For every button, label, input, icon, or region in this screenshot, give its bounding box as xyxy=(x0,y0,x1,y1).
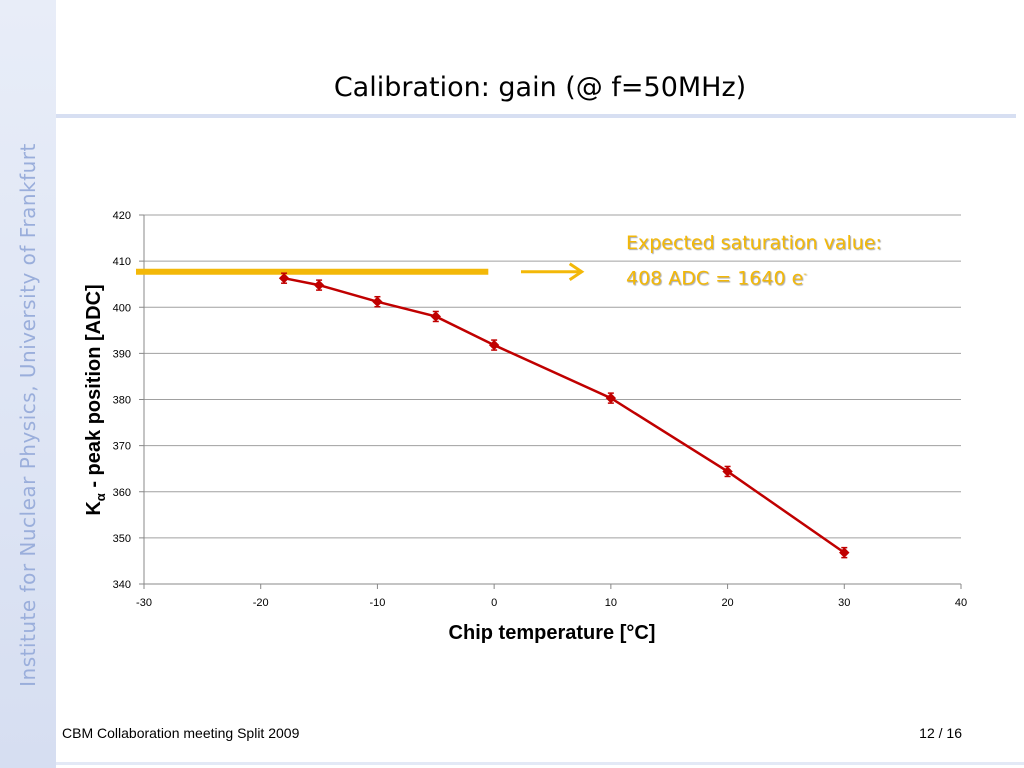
data-point xyxy=(605,392,617,404)
y-axis-label-main: K xyxy=(83,501,105,516)
y-axis-label: Kα - peak position [ADC] xyxy=(83,284,108,515)
data-point xyxy=(488,339,500,351)
x-tick-label: 30 xyxy=(838,597,850,609)
x-axis-label: Chip temperature [°C] xyxy=(449,622,656,644)
series-line xyxy=(283,276,845,554)
data-point xyxy=(722,466,733,477)
y-tick-label: 360 xyxy=(113,487,131,499)
arrow-head xyxy=(568,262,585,281)
y-tick-label: 400 xyxy=(113,302,131,314)
x-tick-label: -20 xyxy=(253,597,269,609)
bottom-divider xyxy=(56,762,1024,765)
data-series xyxy=(278,272,850,559)
left-decorative-band: Institute for Nuclear Physics, Universit… xyxy=(0,0,56,768)
y-tick-label: 350 xyxy=(113,533,131,545)
annotation-line-2: 408 ADC = 1640 e- xyxy=(626,259,882,294)
x-tick-label: 20 xyxy=(721,597,733,609)
slide-title: Calibration: gain (@ f=50MHz) xyxy=(333,72,747,103)
footer-page-number: 12 / 16 xyxy=(919,725,962,741)
x-tick-label: -30 xyxy=(136,597,152,609)
annotation-line-1: Expected saturation value: xyxy=(626,232,882,254)
chart-grid xyxy=(144,214,961,585)
saturation-reference xyxy=(136,262,585,281)
footer-meeting: CBM Collaboration meeting Split 2009 xyxy=(62,725,300,741)
annotation-line-2-sup: - xyxy=(803,269,807,280)
data-point xyxy=(372,296,383,307)
title-divider xyxy=(56,114,1016,118)
annotation-line-2-text: 408 ADC = 1640 e xyxy=(626,267,804,290)
x-tick-label: 40 xyxy=(955,597,967,609)
data-point xyxy=(839,547,850,558)
saturation-annotation: Expected saturation value: 408 ADC = 164… xyxy=(626,228,882,294)
x-tick-label: -10 xyxy=(369,597,385,609)
data-point xyxy=(278,272,290,284)
y-axis-label-sub: α xyxy=(93,493,108,501)
y-axis-label-rest: - peak position [ADC] xyxy=(83,284,105,493)
y-tick-label: 380 xyxy=(113,395,131,407)
y-tick-label: 340 xyxy=(113,579,131,591)
x-tick-label: 10 xyxy=(605,597,617,609)
y-tick-label: 420 xyxy=(113,210,131,222)
data-point xyxy=(430,311,441,322)
data-point xyxy=(313,279,325,291)
y-tick-label: 410 xyxy=(113,256,131,268)
x-tick-label: 0 xyxy=(491,597,497,609)
y-tick-label: 390 xyxy=(113,348,131,360)
y-tick-label: 370 xyxy=(113,441,131,453)
